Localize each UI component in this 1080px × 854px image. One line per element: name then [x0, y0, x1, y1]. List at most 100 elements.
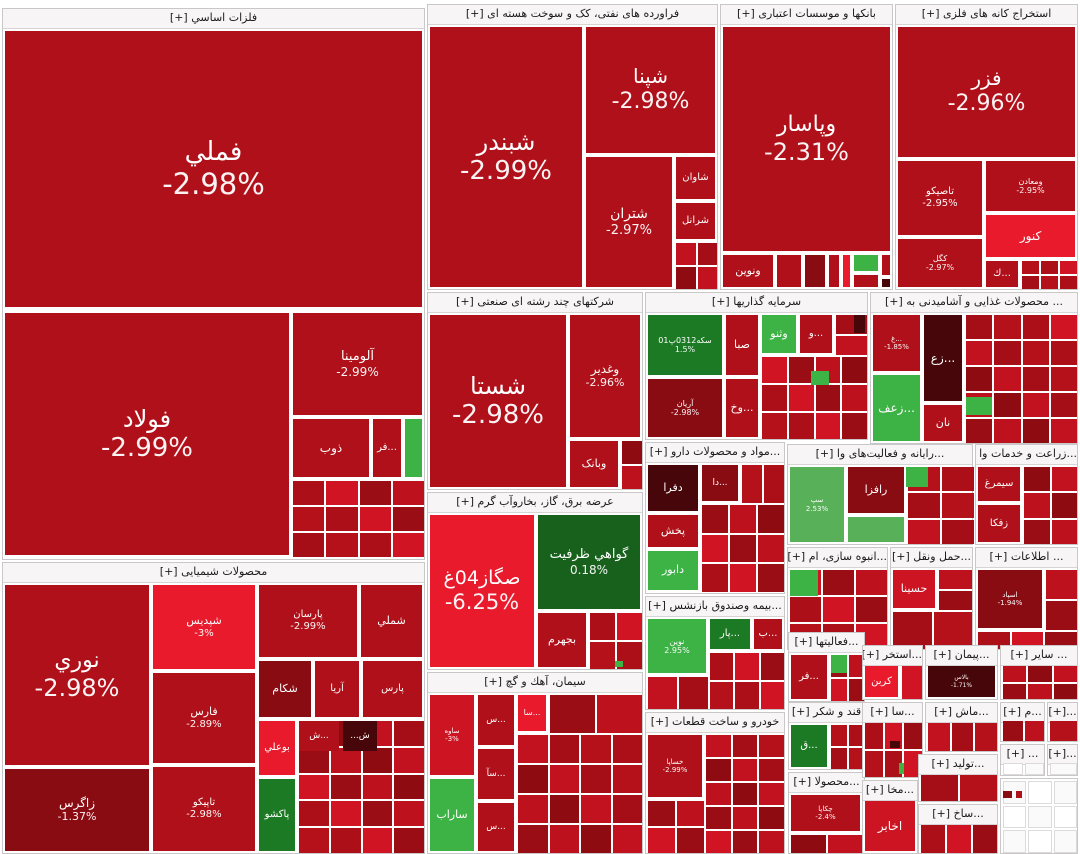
stock-tile[interactable]: ...ش	[299, 721, 339, 751]
stock-tile[interactable]	[362, 801, 393, 827]
stock-tile[interactable]: گواهي ظرفیت 0.18%	[538, 515, 640, 609]
stock-tile[interactable]	[299, 747, 329, 773]
stock-tile[interactable]: پخش	[648, 515, 698, 547]
stock-tile[interactable]: صگاز04غ -6.25%	[430, 515, 534, 667]
stock-tile[interactable]	[1003, 683, 1027, 699]
stock-tile[interactable]	[939, 591, 972, 610]
sector-header[interactable]: ...بیمه وصندوق بازنشس [+]	[646, 597, 784, 617]
stock-tile[interactable]	[730, 505, 756, 533]
stock-tile[interactable]	[394, 721, 424, 746]
stock-tile[interactable]	[815, 413, 841, 439]
stock-tile[interactable]	[359, 533, 391, 557]
stock-tile[interactable]	[1003, 805, 1027, 829]
sector-header[interactable]: عرضه برق، گاز، بخاروآب گرم [+]	[428, 493, 642, 513]
stock-tile[interactable]	[854, 275, 878, 287]
stock-tile[interactable]: شکام	[259, 661, 311, 717]
stock-tile[interactable]: بالاس -1.71%	[928, 666, 995, 697]
stock-tile[interactable]	[612, 825, 642, 853]
stock-tile[interactable]	[1046, 570, 1077, 599]
stock-tile[interactable]	[299, 801, 329, 827]
stock-tile[interactable]	[823, 570, 854, 595]
sector-header[interactable]: ...محصولا [+]	[789, 773, 864, 793]
stock-tile[interactable]	[1022, 367, 1049, 391]
stock-tile[interactable]	[702, 534, 728, 563]
stock-tile[interactable]: آریان -2.98%	[648, 379, 722, 437]
stock-tile[interactable]	[1050, 367, 1077, 391]
stock-tile[interactable]	[921, 775, 958, 801]
stock-tile[interactable]	[676, 267, 696, 289]
stock-tile[interactable]	[842, 385, 867, 411]
stock-tile[interactable]	[908, 519, 940, 544]
stock-tile[interactable]	[697, 243, 717, 265]
stock-tile[interactable]: ...ك	[986, 261, 1018, 287]
stock-tile[interactable]	[293, 533, 325, 557]
stock-tile[interactable]	[994, 315, 1021, 339]
stock-tile[interactable]: بجهرم	[538, 613, 586, 667]
stock-tile[interactable]	[848, 748, 864, 769]
stock-tile[interactable]	[702, 505, 728, 533]
stock-tile[interactable]	[758, 564, 784, 592]
sector-header[interactable]: ...م [+]	[1001, 703, 1044, 723]
stock-tile[interactable]	[549, 825, 579, 853]
sector-header[interactable]: فلزات اساسي [+]	[3, 9, 424, 29]
stock-tile[interactable]: شپنا -2.98%	[586, 27, 715, 153]
stock-tile[interactable]	[902, 666, 922, 699]
stock-tile[interactable]	[815, 385, 841, 411]
stock-tile[interactable]	[904, 751, 922, 777]
stock-tile[interactable]: ...و	[800, 315, 832, 353]
stock-tile[interactable]	[581, 765, 611, 793]
sector-header[interactable]: ... محصولات غذایی و آشامیدنی به [+]	[871, 293, 1077, 313]
stock-tile[interactable]	[1028, 805, 1052, 829]
sector-header[interactable]: فراورده های نفتی، کک و سوخت هسته ای [+]	[428, 5, 717, 25]
stock-tile[interactable]	[732, 783, 758, 805]
stock-tile[interactable]	[1051, 519, 1077, 544]
stock-tile[interactable]: ومعادن -2.95%	[986, 161, 1075, 211]
stock-tile[interactable]: شستا -2.98%	[430, 315, 566, 487]
stock-tile[interactable]: کنور	[986, 215, 1075, 257]
stock-tile[interactable]	[928, 723, 950, 751]
stock-tile[interactable]	[831, 655, 847, 673]
stock-tile[interactable]	[1024, 493, 1050, 518]
stock-tile[interactable]: ...فر	[373, 419, 401, 477]
stock-tile[interactable]: ...س	[478, 695, 514, 745]
stock-tile[interactable]	[1003, 791, 1012, 798]
stock-tile[interactable]	[939, 570, 972, 589]
stock-tile[interactable]: حسینا	[893, 570, 935, 608]
stock-tile[interactable]	[1024, 763, 1044, 775]
stock-tile[interactable]: ...وخ	[726, 379, 758, 437]
stock-tile[interactable]: سکه0312پ01 1.5%	[648, 315, 722, 375]
sector-header[interactable]: سرمایه گذاریها [+]	[646, 293, 867, 313]
stock-tile[interactable]	[706, 735, 731, 757]
stock-tile[interactable]	[405, 419, 422, 477]
stock-tile[interactable]	[882, 279, 890, 287]
stock-tile[interactable]: آلومینا -2.99%	[293, 313, 422, 415]
stock-tile[interactable]	[706, 759, 731, 781]
stock-tile[interactable]	[966, 315, 993, 339]
stock-tile[interactable]	[581, 735, 611, 763]
stock-tile[interactable]	[549, 735, 579, 763]
stock-tile[interactable]: ...پار	[710, 619, 750, 649]
stock-tile[interactable]	[788, 357, 814, 383]
sector-header[interactable]: سیمان، آهك و گچ [+]	[428, 673, 642, 693]
stock-tile[interactable]	[330, 828, 361, 853]
sector-header[interactable]: ...ساخ [+]	[919, 805, 997, 825]
stock-tile[interactable]	[933, 612, 972, 649]
sector-header[interactable]: ...رایانه و فعالیت‌های وا [+]	[788, 445, 972, 465]
stock-tile[interactable]	[330, 801, 361, 827]
stock-tile[interactable]	[788, 385, 814, 411]
stock-tile[interactable]	[1060, 276, 1077, 289]
sector-header[interactable]: محصولات شیمیایی [+]	[3, 563, 424, 583]
stock-tile[interactable]	[865, 751, 883, 777]
stock-tile[interactable]	[831, 725, 847, 746]
stock-tile[interactable]	[1046, 601, 1077, 630]
stock-tile[interactable]: وغدیر -2.96%	[570, 315, 640, 437]
stock-tile[interactable]: شپدیس -3%	[153, 585, 255, 669]
stock-tile[interactable]: ساراب	[430, 779, 474, 851]
stock-tile[interactable]: ...ب	[754, 619, 782, 649]
stock-tile[interactable]	[856, 570, 887, 595]
stock-tile[interactable]	[1053, 683, 1077, 699]
stock-tile[interactable]: شاوان	[676, 157, 715, 199]
stock-tile[interactable]	[1022, 276, 1039, 289]
stock-tile[interactable]: شملي	[361, 585, 422, 657]
stock-tile[interactable]	[1028, 683, 1052, 699]
